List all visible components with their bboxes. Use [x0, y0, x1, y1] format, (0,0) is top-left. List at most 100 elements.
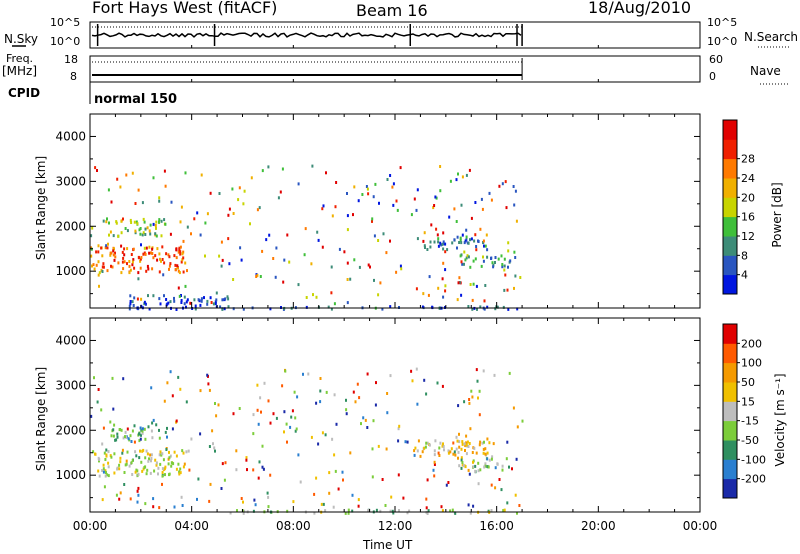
- velocity-cell: [166, 381, 169, 385]
- velocity-cell: [148, 457, 150, 461]
- velocity-cell: [458, 464, 461, 468]
- velocity-cell: [453, 450, 456, 454]
- velocity-cell: [482, 451, 485, 455]
- power-cell: [113, 247, 115, 251]
- power-cell: [212, 302, 215, 306]
- velocity-cell: [426, 441, 429, 445]
- velocity-cell: [454, 453, 457, 457]
- power-cell: [232, 278, 235, 281]
- power-cell: [161, 258, 164, 261]
- power-cell: [144, 227, 147, 231]
- power-cell: [444, 268, 447, 272]
- power-cell: [132, 247, 135, 251]
- power-cell: [381, 307, 384, 311]
- power-cell: [152, 222, 155, 226]
- velocity-cell: [183, 462, 186, 466]
- velocity-cell: [468, 401, 471, 405]
- velocity-cell: [144, 456, 147, 460]
- power-cell: [243, 189, 246, 193]
- date-label: 18/Aug/2010: [588, 0, 692, 17]
- power-cell: [128, 260, 131, 263]
- power-cell: [422, 239, 425, 243]
- power-cell: [164, 184, 167, 188]
- velocity-cell: [104, 458, 107, 461]
- velocity-cell: [140, 460, 143, 464]
- power-cell: [147, 294, 149, 298]
- velocity-cell: [199, 389, 202, 393]
- velocity-cell: [144, 437, 147, 441]
- power-cell: [435, 196, 438, 200]
- velocity-colorbar-tick-label: -200: [741, 473, 766, 486]
- nave-label: Nave: [750, 64, 781, 78]
- velocity-colorbar-segment: [723, 478, 737, 499]
- power-cell: [461, 233, 464, 237]
- velocity-cell: [206, 373, 209, 377]
- power-cell: [494, 307, 497, 311]
- power-cell: [436, 233, 439, 237]
- velocity-cell: [208, 388, 211, 392]
- velocity-cell: [128, 464, 131, 468]
- power-cell: [107, 242, 109, 246]
- power-cell: [117, 261, 120, 265]
- velocity-cell: [269, 473, 272, 477]
- velocity-cell: [173, 505, 176, 509]
- power-cell: [227, 237, 230, 241]
- power-cell: [185, 300, 188, 304]
- velocity-cell: [432, 468, 435, 472]
- power-cell: [148, 307, 151, 311]
- velocity-cell: [135, 454, 138, 458]
- velocity-cell: [321, 431, 324, 435]
- power-colorbar-tick-label: 16: [741, 211, 755, 224]
- velocity-cell: [253, 498, 256, 502]
- x-tick-label: 00:00: [73, 519, 108, 533]
- velocity-cell: [190, 437, 193, 441]
- velocity-cell: [447, 481, 450, 484]
- power-cell: [465, 235, 468, 239]
- power-cell: [502, 305, 505, 309]
- power-cell: [274, 275, 277, 279]
- velocity-cell: [493, 373, 496, 377]
- power-cell: [424, 246, 426, 249]
- power-cell: [346, 278, 349, 281]
- velocity-cell: [464, 465, 467, 469]
- power-cell: [220, 240, 223, 244]
- power-cell: [122, 267, 125, 271]
- power-cell: [392, 203, 395, 207]
- velocity-cell: [371, 447, 374, 451]
- power-cell: [448, 215, 451, 219]
- power-cell: [474, 201, 477, 204]
- power-cell: [507, 307, 510, 311]
- velocity-cell: [256, 408, 259, 412]
- velocity-cell: [140, 428, 143, 432]
- power-cell: [210, 301, 213, 304]
- nave-tick-low: 0: [709, 70, 716, 83]
- power-cell: [120, 231, 123, 235]
- power-cell: [181, 258, 184, 262]
- power-cell: [423, 244, 426, 248]
- velocity-cell: [93, 376, 95, 380]
- velocity-cell: [286, 509, 289, 513]
- velocity-cell: [267, 505, 270, 509]
- velocity-cell: [397, 473, 400, 477]
- velocity-cell: [468, 442, 471, 445]
- power-cell: [146, 264, 149, 268]
- power-cell: [377, 239, 380, 242]
- power-cell: [242, 202, 245, 206]
- power-colorbar-segment: [723, 120, 737, 140]
- power-cell: [305, 296, 308, 299]
- power-cell: [126, 262, 128, 266]
- velocity-cell: [433, 453, 436, 457]
- power-cell: [206, 212, 209, 216]
- power-cell: [281, 167, 284, 171]
- velocity-cell: [426, 478, 429, 482]
- power-cell: [110, 200, 113, 204]
- power-cell: [389, 239, 391, 243]
- velocity-cell: [263, 381, 266, 385]
- velocity-cell: [119, 460, 122, 464]
- velocity-cell: [381, 478, 384, 481]
- velocity-cell: [146, 468, 149, 472]
- power-cell: [514, 274, 517, 278]
- velocity-cell: [260, 410, 262, 414]
- power-cell: [128, 307, 131, 311]
- velocity-cell: [442, 442, 444, 446]
